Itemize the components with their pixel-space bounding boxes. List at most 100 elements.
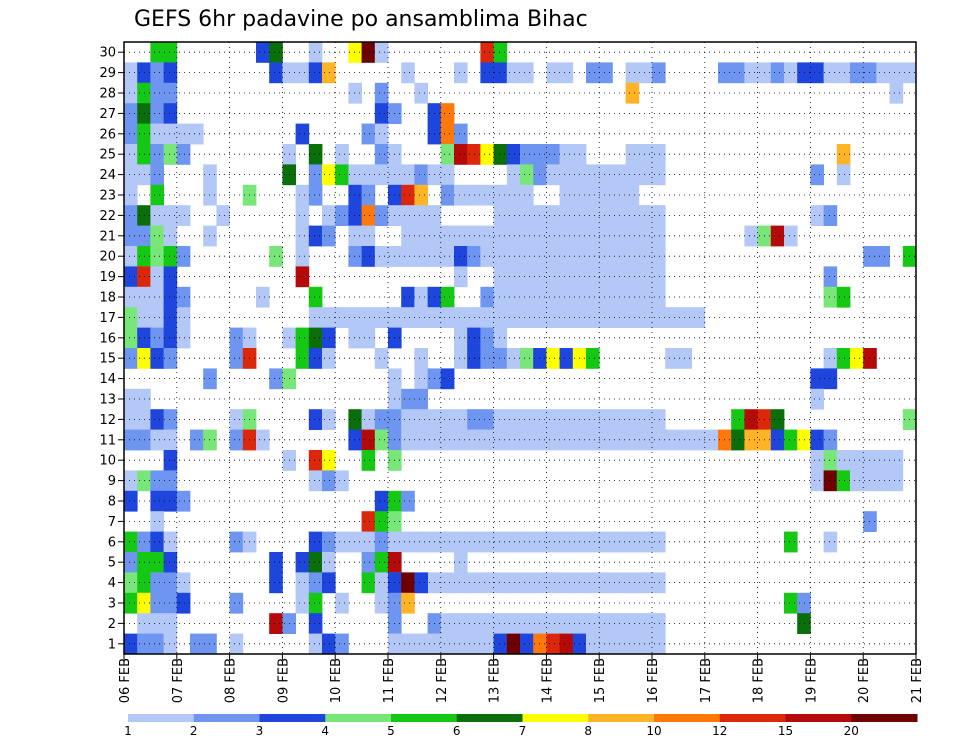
precip-cell xyxy=(374,552,389,573)
precip-cell xyxy=(361,164,376,186)
precip-cell xyxy=(810,368,824,390)
precip-cell xyxy=(190,123,204,145)
precip-cell xyxy=(295,225,310,247)
y-tick-label: 12 xyxy=(99,413,116,428)
precip-cell xyxy=(440,307,455,328)
precip-cell xyxy=(480,429,494,451)
precip-cell xyxy=(348,42,362,63)
precip-cell xyxy=(810,450,824,471)
precip-cell xyxy=(638,225,653,247)
precip-cell xyxy=(454,531,468,553)
precip-cell xyxy=(586,307,600,328)
precip-cell xyxy=(440,184,455,206)
precip-cell xyxy=(401,388,415,410)
precip-cell xyxy=(124,307,138,328)
precip-cell xyxy=(440,123,455,145)
precip-cell xyxy=(163,470,178,492)
precip-cell xyxy=(229,429,244,451)
precip-cell xyxy=(454,144,468,165)
precip-cell xyxy=(374,123,389,145)
precip-cell xyxy=(308,409,323,430)
precip-cell xyxy=(546,286,560,308)
precip-cell xyxy=(163,531,178,553)
precip-cell xyxy=(454,552,468,573)
precip-cell xyxy=(625,266,640,288)
precip-cell xyxy=(295,246,310,267)
precip-cell xyxy=(889,62,904,84)
precip-cell xyxy=(308,613,323,634)
precip-cell xyxy=(638,409,653,430)
precip-cell xyxy=(308,348,323,369)
precip-cell xyxy=(374,82,389,104)
precip-cell xyxy=(308,450,323,471)
precip-cell xyxy=(163,62,178,84)
precip-cell xyxy=(124,429,138,451)
x-tick-label: 19 FEB xyxy=(804,658,819,703)
precip-cell xyxy=(520,429,534,451)
precip-cell xyxy=(770,62,785,84)
precip-cell xyxy=(493,42,508,63)
precip-cell xyxy=(374,205,389,226)
precip-cell xyxy=(506,429,521,451)
precip-cell xyxy=(784,592,798,614)
precip-cell xyxy=(414,388,428,410)
precip-cell xyxy=(295,184,310,206)
precip-cell xyxy=(493,286,508,308)
precip-cell xyxy=(625,429,640,451)
precip-cell xyxy=(414,205,428,226)
precip-cell xyxy=(599,429,613,451)
legend-swatch xyxy=(259,714,326,722)
precip-cell xyxy=(150,62,164,84)
precip-cell xyxy=(348,184,362,206)
precip-cell xyxy=(744,409,758,430)
precip-cell xyxy=(625,82,640,104)
legend-swatch xyxy=(325,714,392,722)
precip-cell xyxy=(652,246,666,267)
precip-cell xyxy=(335,531,349,553)
precip-cell xyxy=(520,164,534,186)
y-tick-label: 4 xyxy=(108,576,116,591)
precip-cell xyxy=(124,388,138,410)
precip-cell xyxy=(638,205,653,226)
precip-cell xyxy=(256,429,270,451)
precip-cell xyxy=(176,286,191,308)
precip-cell xyxy=(454,572,468,594)
precip-cell xyxy=(625,286,640,308)
precip-cell xyxy=(889,450,904,471)
precip-cell xyxy=(374,490,389,512)
precip-cell xyxy=(163,103,178,124)
precip-cell xyxy=(520,613,534,634)
y-tick-label: 5 xyxy=(108,556,116,571)
precip-cell xyxy=(295,552,310,573)
precip-cell xyxy=(586,409,600,430)
precip-cell xyxy=(652,266,666,288)
legend-swatch xyxy=(588,714,655,722)
precip-cell xyxy=(520,205,534,226)
precip-cell xyxy=(414,531,428,553)
precip-cell xyxy=(546,348,560,369)
precip-cell xyxy=(506,205,521,226)
precip-cell xyxy=(520,184,534,206)
precip-cell xyxy=(414,286,428,308)
precip-cell xyxy=(414,368,428,390)
precip-cell xyxy=(493,633,508,655)
precip-cell xyxy=(559,164,574,186)
precip-cell xyxy=(150,572,164,594)
precip-cell xyxy=(454,429,468,451)
x-tick-label: 08 FEB xyxy=(224,658,239,703)
precip-cell xyxy=(770,409,785,430)
precip-cell xyxy=(625,531,640,553)
precip-cell xyxy=(414,82,428,104)
precip-cell xyxy=(493,613,508,634)
precip-cell xyxy=(586,531,600,553)
y-tick-label: 14 xyxy=(99,372,116,387)
precip-cell xyxy=(678,307,692,328)
precip-cell xyxy=(308,62,323,84)
precip-cell xyxy=(401,205,415,226)
y-tick-label: 24 xyxy=(99,168,116,183)
precip-cell xyxy=(348,327,362,349)
precip-cell xyxy=(348,164,362,186)
precip-cell xyxy=(163,592,178,614)
precip-cell xyxy=(440,429,455,451)
y-tick-label: 13 xyxy=(99,393,116,408)
